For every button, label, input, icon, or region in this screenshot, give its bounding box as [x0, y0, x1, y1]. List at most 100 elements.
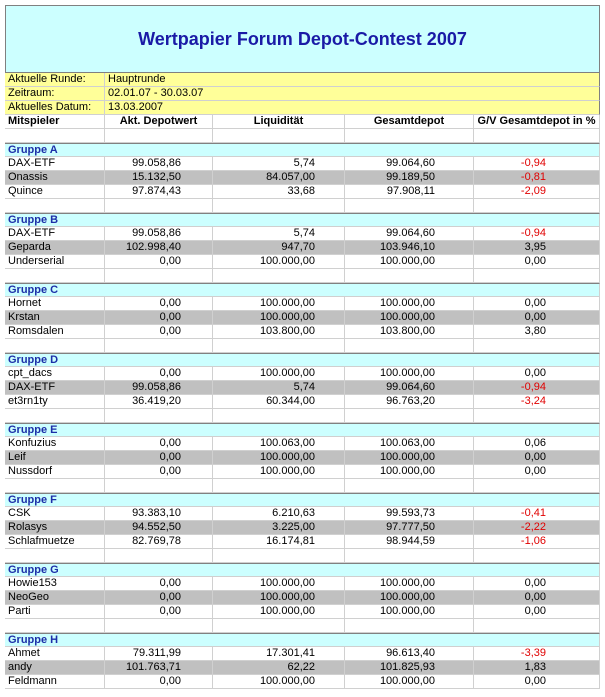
blank-cell	[474, 409, 600, 423]
group-header: Gruppe D	[5, 353, 600, 367]
column-header: Liquidität	[213, 115, 345, 129]
group-header: Gruppe H	[5, 633, 600, 647]
blank-cell	[345, 339, 474, 353]
value-cell: 99.189,50	[345, 171, 474, 185]
value-cell: 100.000,00	[213, 465, 345, 479]
blank-cell	[5, 339, 105, 353]
blank-cell	[474, 479, 600, 493]
player-name: Onassis	[5, 171, 105, 185]
player-name: Underserial	[5, 255, 105, 269]
value-cell: 100.000,00	[345, 311, 474, 325]
value-cell: 0,00	[105, 577, 213, 591]
value-cell: 15.132,50	[105, 171, 213, 185]
blank-cell	[474, 129, 600, 143]
blank-cell	[105, 269, 213, 283]
blank-cell	[5, 479, 105, 493]
value-cell: -3,39	[474, 647, 600, 661]
blank-cell	[474, 199, 600, 213]
value-cell: 100.000,00	[213, 255, 345, 269]
blank-cell	[105, 549, 213, 563]
player-name: NeoGeo	[5, 591, 105, 605]
player-name: DAX-ETF	[5, 227, 105, 241]
value-cell: 0,00	[105, 675, 213, 689]
value-cell: 0,00	[105, 367, 213, 381]
blank-cell	[105, 339, 213, 353]
value-cell: 100.000,00	[345, 577, 474, 591]
value-cell: 36.419,20	[105, 395, 213, 409]
player-name: Schlafmuetze	[5, 535, 105, 549]
value-cell: 100.000,00	[345, 255, 474, 269]
value-cell: 0,00	[474, 451, 600, 465]
value-cell: -3,24	[474, 395, 600, 409]
player-name: DAX-ETF	[5, 381, 105, 395]
value-cell: 0,00	[474, 297, 600, 311]
value-cell: 100.000,00	[213, 675, 345, 689]
value-cell: 96.763,20	[345, 395, 474, 409]
column-header: G/V Gesamtdepot in %	[474, 115, 600, 129]
blank-cell	[105, 199, 213, 213]
blank-cell	[105, 129, 213, 143]
value-cell: 5,74	[213, 381, 345, 395]
player-name: et3rn1ty	[5, 395, 105, 409]
blank-cell	[213, 269, 345, 283]
blank-cell	[5, 409, 105, 423]
value-cell: 97.874,43	[105, 185, 213, 199]
blank-cell	[345, 129, 474, 143]
value-cell: 0,00	[105, 465, 213, 479]
value-cell: 100.000,00	[345, 591, 474, 605]
value-cell: 100.000,00	[345, 605, 474, 619]
info-value: 02.01.07 - 30.03.07	[105, 87, 600, 101]
player-name: Leif	[5, 451, 105, 465]
value-cell: 100.000,00	[345, 465, 474, 479]
value-cell: 100.000,00	[213, 297, 345, 311]
value-cell: 99.593,73	[345, 507, 474, 521]
value-cell: 100.000,00	[345, 297, 474, 311]
info-value: Hauptrunde	[105, 73, 600, 87]
value-cell: 0,00	[105, 311, 213, 325]
blank-cell	[345, 409, 474, 423]
player-name: Konfuzius	[5, 437, 105, 451]
value-cell: 100.000,00	[213, 591, 345, 605]
player-name: DAX-ETF	[5, 157, 105, 171]
value-cell: 99.064,60	[345, 227, 474, 241]
player-name: Romsdalen	[5, 325, 105, 339]
info-label: Aktuelle Runde:	[5, 73, 105, 87]
value-cell: 100.000,00	[213, 451, 345, 465]
value-cell: 103.800,00	[213, 325, 345, 339]
value-cell: 33,68	[213, 185, 345, 199]
player-name: Rolasys	[5, 521, 105, 535]
value-cell: -2,09	[474, 185, 600, 199]
value-cell: 5,74	[213, 227, 345, 241]
group-header: Gruppe E	[5, 423, 600, 437]
value-cell: -0,81	[474, 171, 600, 185]
column-header: Gesamtdepot	[345, 115, 474, 129]
value-cell: 0,00	[105, 605, 213, 619]
player-name: Geparda	[5, 241, 105, 255]
value-cell: 0,00	[105, 325, 213, 339]
value-cell: 947,70	[213, 241, 345, 255]
value-cell: 99.064,60	[345, 157, 474, 171]
blank-cell	[345, 269, 474, 283]
value-cell: 99.058,86	[105, 227, 213, 241]
player-name: Hornet	[5, 297, 105, 311]
value-cell: 0,00	[105, 451, 213, 465]
blank-cell	[474, 339, 600, 353]
blank-cell	[5, 199, 105, 213]
value-cell: 100.000,00	[345, 451, 474, 465]
value-cell: 1,83	[474, 661, 600, 675]
group-header: Gruppe G	[5, 563, 600, 577]
info-value: 13.03.2007	[105, 101, 600, 115]
value-cell: 0,00	[474, 255, 600, 269]
blank-cell	[474, 619, 600, 633]
blank-cell	[345, 619, 474, 633]
blank-cell	[5, 129, 105, 143]
value-cell: 100.063,00	[213, 437, 345, 451]
info-label: Aktuelles Datum:	[5, 101, 105, 115]
player-name: cpt_dacs	[5, 367, 105, 381]
player-name: Nussdorf	[5, 465, 105, 479]
player-name: CSK	[5, 507, 105, 521]
value-cell: 0,00	[105, 437, 213, 451]
value-cell: 100.000,00	[345, 367, 474, 381]
value-cell: 97.908,11	[345, 185, 474, 199]
